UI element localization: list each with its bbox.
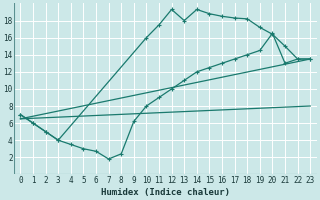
X-axis label: Humidex (Indice chaleur): Humidex (Indice chaleur) [101,188,230,197]
